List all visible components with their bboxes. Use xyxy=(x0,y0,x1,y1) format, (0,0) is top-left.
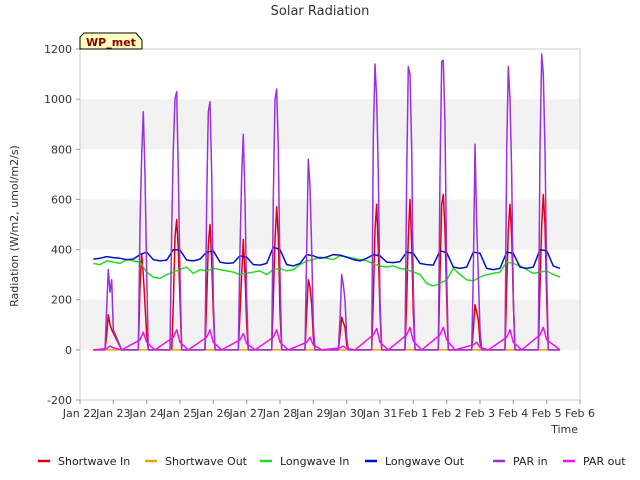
y-axis-ticks: -200 0 200 400 600 800 1000 1200 xyxy=(44,43,80,407)
x-tick-label: Jan 26 xyxy=(195,407,230,420)
legend: Shortwave In Shortwave Out Longwave In Long… xyxy=(38,455,626,468)
x-tick-label: Feb 5 xyxy=(532,407,562,420)
legend-label: Shortwave In xyxy=(58,455,130,468)
x-tick-label: Jan 24 xyxy=(128,407,163,420)
x-tick-label: Feb 6 xyxy=(565,407,595,420)
y-tick-label: 0 xyxy=(65,344,72,357)
y-tick-label: 200 xyxy=(51,294,72,307)
legend-label: Longwave In xyxy=(280,455,349,468)
legend-item: PAR in xyxy=(493,455,548,468)
x-tick-label: Feb 2 xyxy=(432,407,462,420)
legend-item: Longwave Out xyxy=(365,455,465,468)
grid-band xyxy=(80,299,580,350)
legend-label: Longwave Out xyxy=(385,455,465,468)
y-tick-label: 1200 xyxy=(44,43,72,56)
y-tick-label: -200 xyxy=(47,394,72,407)
x-tick-label: Feb 3 xyxy=(465,407,495,420)
x-tick-label: Jan 29 xyxy=(295,407,330,420)
x-tick-label: Jan 28 xyxy=(262,407,297,420)
x-tick-label: Feb 1 xyxy=(398,407,428,420)
site-label: WP_met xyxy=(86,36,136,49)
chart-title: Solar Radiation xyxy=(271,4,370,19)
x-tick-label: Jan 27 xyxy=(228,407,263,420)
grid-band xyxy=(80,99,580,150)
legend-label: PAR in xyxy=(513,455,548,468)
legend-label: Shortwave Out xyxy=(165,455,248,468)
series-line-par-out xyxy=(93,326,561,351)
legend-item: Longwave In xyxy=(260,455,349,468)
x-tick-label: Feb 4 xyxy=(498,407,528,420)
site-label-box: WP_met xyxy=(79,32,143,50)
x-tick-label: Jan 25 xyxy=(162,407,197,420)
legend-label: PAR out xyxy=(583,455,626,468)
series-lines xyxy=(93,53,561,351)
site-label-shape xyxy=(79,32,143,50)
grid-band xyxy=(80,199,580,250)
legend-item: PAR out xyxy=(563,455,626,468)
grid-bands xyxy=(80,99,580,350)
x-tick-label: Jan 31 xyxy=(362,407,397,420)
legend-item: Shortwave In xyxy=(38,455,130,468)
x-axis-title: Time xyxy=(550,423,578,436)
y-tick-label: 400 xyxy=(51,244,72,257)
y-tick-label: 1000 xyxy=(44,93,72,106)
y-tick-label: 600 xyxy=(51,193,72,206)
y-axis-title: Radiation (W/m2, umol/m2/s) xyxy=(8,145,21,307)
x-tick-label: Jan 23 xyxy=(95,407,130,420)
y-tick-label: 800 xyxy=(51,143,72,156)
plot-frame xyxy=(79,48,581,401)
x-tick-label: Jan 22 xyxy=(62,407,97,420)
legend-item: Shortwave Out xyxy=(145,455,248,468)
x-tick-label: Jan 30 xyxy=(328,407,363,420)
